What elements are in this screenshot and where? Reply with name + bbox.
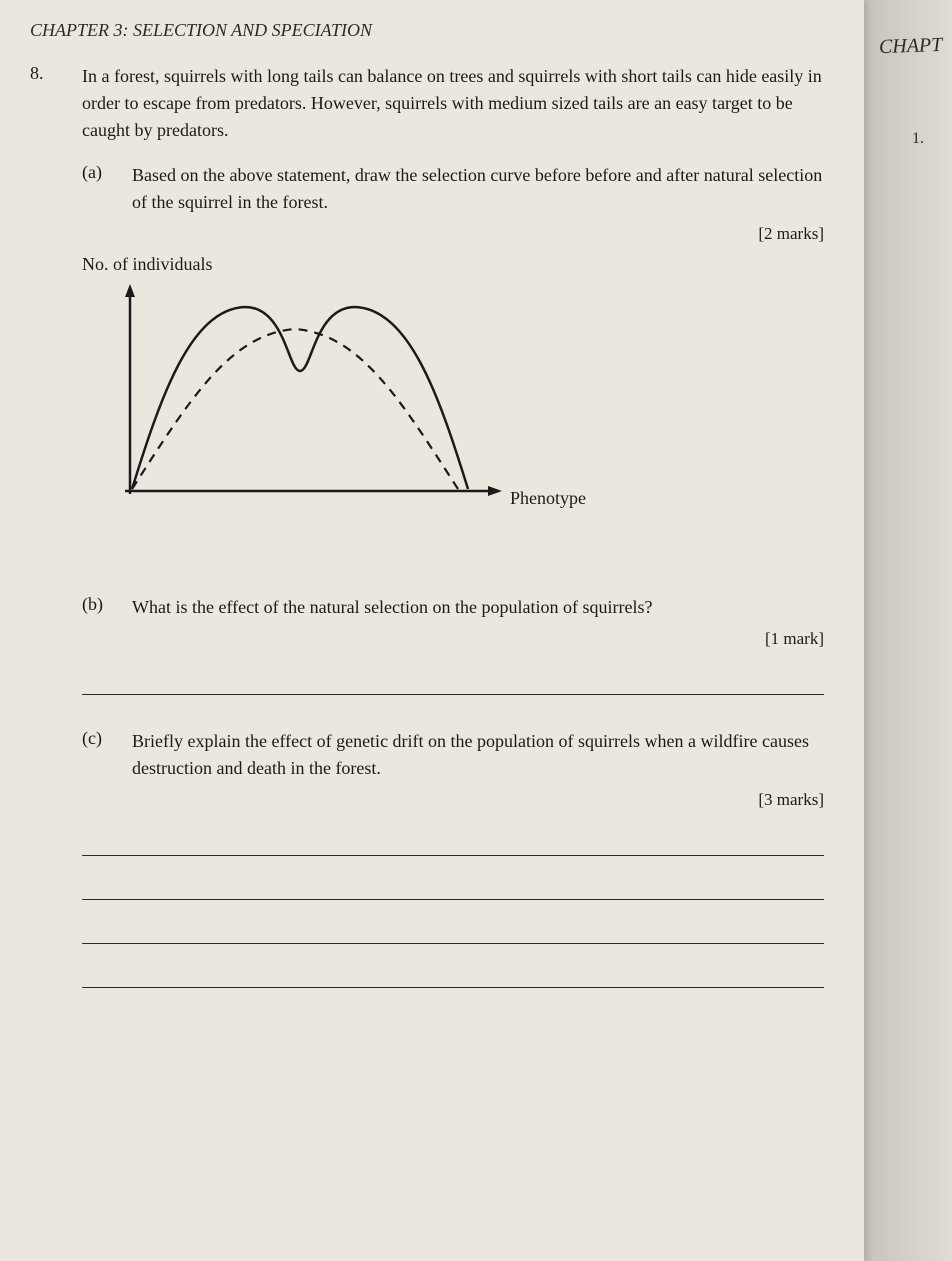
part-a-label: (a) bbox=[82, 162, 112, 216]
part-b-text: What is the effect of the natural select… bbox=[132, 594, 834, 621]
part-a-marks: [2 marks] bbox=[30, 224, 824, 244]
x-axis-arrow bbox=[488, 486, 502, 496]
answer-line-b[interactable] bbox=[82, 659, 824, 695]
answer-line-c4[interactable] bbox=[82, 952, 824, 988]
part-c-text: Briefly explain the effect of genetic dr… bbox=[132, 728, 834, 782]
curve-after bbox=[132, 307, 468, 489]
question-number: 8. bbox=[30, 63, 58, 144]
answer-line-c2[interactable] bbox=[82, 864, 824, 900]
next-page-num: 1. bbox=[912, 130, 924, 148]
part-b-marks: [1 mark] bbox=[30, 629, 824, 649]
question-8: 8. In a forest, squirrels with long tail… bbox=[30, 63, 834, 144]
answer-line-c3[interactable] bbox=[82, 908, 824, 944]
y-axis-arrow bbox=[125, 284, 135, 297]
chart-svg: Phenotype bbox=[90, 279, 610, 529]
part-c: (c) Briefly explain the effect of geneti… bbox=[82, 728, 834, 782]
chapter-header: CHAPTER 3: SELECTION AND SPECIATION bbox=[30, 20, 834, 41]
part-c-marks: [3 marks] bbox=[30, 790, 824, 810]
curve-before bbox=[132, 329, 458, 489]
next-page-header: CHAPT bbox=[878, 34, 942, 59]
part-a: (a) Based on the above statement, draw t… bbox=[82, 162, 834, 216]
selection-curve-chart: Phenotype bbox=[90, 279, 834, 534]
answer-line-c1[interactable] bbox=[82, 820, 824, 856]
part-c-label: (c) bbox=[82, 728, 112, 782]
y-axis-label: No. of individuals bbox=[82, 254, 834, 275]
part-b-label: (b) bbox=[82, 594, 112, 621]
part-a-text: Based on the above statement, draw the s… bbox=[132, 162, 834, 216]
x-axis-label: Phenotype bbox=[510, 488, 586, 508]
question-text: In a forest, squirrels with long tails c… bbox=[82, 63, 834, 144]
part-b: (b) What is the effect of the natural se… bbox=[82, 594, 834, 621]
